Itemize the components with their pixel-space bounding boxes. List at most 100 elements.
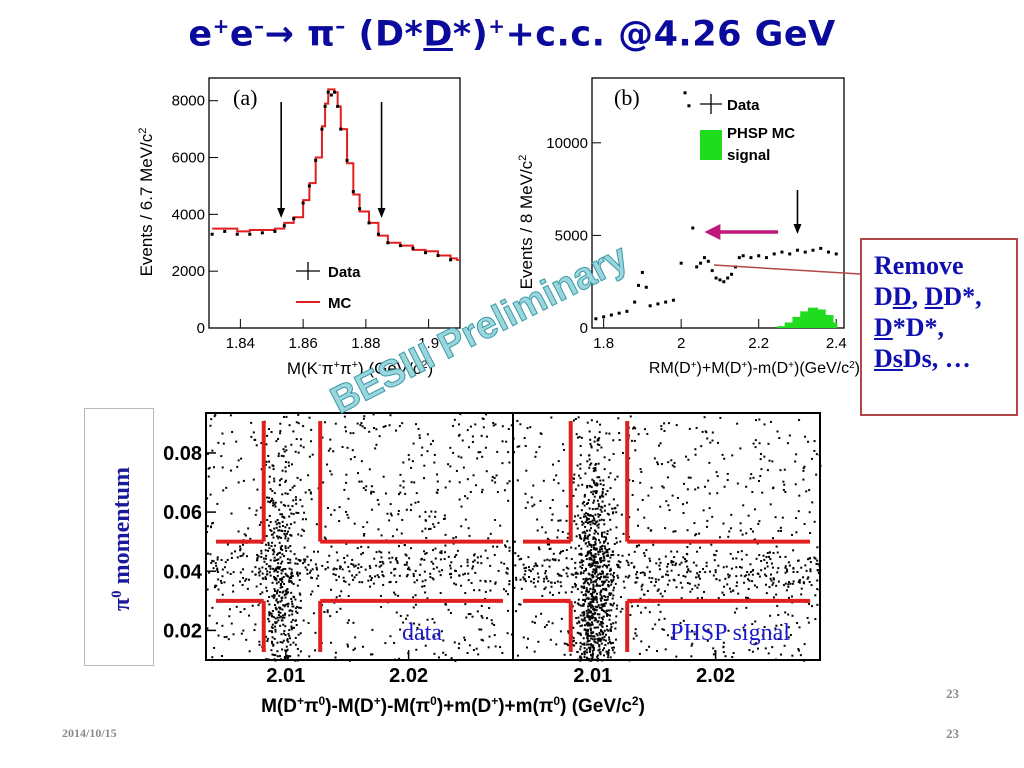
scatter-point	[578, 632, 581, 635]
scatter-point	[590, 644, 593, 647]
scatter-point	[405, 561, 408, 564]
scatter-point	[477, 451, 480, 454]
scatter-point	[343, 557, 346, 560]
scatter-point	[280, 658, 283, 661]
scatter-point	[362, 645, 365, 648]
scatter-point	[379, 560, 382, 563]
scatter-point	[355, 573, 358, 576]
scatter-point	[593, 626, 596, 629]
scatter-point	[352, 621, 355, 624]
scatter-point	[455, 554, 458, 557]
scatter-point	[275, 559, 278, 562]
scatter-point	[275, 621, 278, 624]
scatter-point	[758, 442, 761, 445]
scatter-point	[763, 573, 766, 576]
scatter-point	[598, 437, 601, 440]
scatter-point	[578, 435, 581, 438]
scatter-point	[594, 541, 597, 544]
scatter-point	[599, 633, 602, 636]
scatter-point	[286, 588, 289, 591]
scatter-point	[599, 495, 602, 498]
scatter-point	[616, 475, 619, 478]
scatter-point	[603, 576, 606, 579]
scatter-point	[617, 565, 620, 568]
scatter-point	[588, 529, 591, 532]
scatter-point	[717, 564, 720, 567]
scatter-point	[671, 464, 674, 467]
scatter-point	[645, 549, 648, 552]
scatter-point	[596, 601, 599, 604]
scatter-point	[360, 545, 363, 548]
scatter-point	[467, 579, 470, 582]
scatter-point	[254, 573, 257, 576]
scatter-point	[607, 613, 610, 616]
scatter-point	[575, 535, 578, 538]
scatter-point	[453, 641, 456, 644]
scatter-point	[402, 486, 405, 489]
scatter-point	[549, 507, 552, 510]
scatter-point	[598, 548, 601, 551]
scatter-point	[285, 645, 288, 648]
scatter-point	[290, 580, 293, 583]
scatter-point	[525, 646, 528, 649]
scatter-point	[616, 563, 619, 566]
scatter-point	[660, 463, 663, 466]
scatter-point	[267, 428, 270, 431]
data-point-b	[671, 298, 675, 302]
scatter-point	[610, 579, 613, 582]
scatter-point	[396, 560, 399, 563]
scatter-point	[600, 624, 603, 627]
scatter-point	[632, 427, 635, 430]
y-tick-label-b: 5000	[555, 227, 588, 244]
data-point-a	[329, 93, 333, 97]
scatter-point	[377, 576, 380, 579]
scatter-point	[585, 648, 588, 651]
scatter-point	[436, 480, 439, 483]
scatter-point	[236, 556, 239, 559]
scatter-point	[466, 652, 469, 655]
scatter-point	[453, 582, 456, 585]
scatter-point	[351, 449, 354, 452]
scatter-point	[288, 515, 291, 518]
scatter-point	[281, 560, 284, 563]
scatter-point	[399, 491, 402, 494]
scatter-point	[807, 621, 810, 624]
scatter-point	[705, 431, 708, 434]
scatter-point	[646, 566, 649, 569]
scatter-point	[600, 642, 603, 645]
scatter-point	[590, 419, 593, 422]
scatter-point	[779, 555, 782, 558]
scatter-point	[775, 593, 778, 596]
scatter-point	[808, 580, 811, 583]
scatter-point	[707, 479, 710, 482]
scatter-point	[382, 583, 385, 586]
scatter-point	[370, 490, 373, 493]
scatter-point	[591, 478, 594, 481]
scatter-point	[487, 537, 490, 540]
y-tick-label-a: 4000	[172, 206, 205, 223]
scatter-point	[432, 439, 435, 442]
scatter-point	[584, 569, 587, 572]
scatter-point	[557, 559, 560, 562]
scatter-point	[213, 586, 216, 589]
scatter-point	[294, 636, 297, 639]
scatter-point	[290, 625, 293, 628]
scatter-point	[682, 512, 685, 515]
scatter-point	[670, 561, 673, 564]
scatter-point	[609, 472, 612, 475]
scatter-point	[453, 555, 456, 558]
scatter-point	[777, 614, 780, 617]
x-tick-label-cd: 2.01	[266, 665, 305, 687]
scatter-point	[787, 596, 790, 599]
scatter-point	[382, 575, 385, 578]
scatter-point	[390, 514, 393, 517]
scatter-point	[288, 614, 291, 617]
scatter-point	[397, 509, 400, 512]
scatter-point	[586, 554, 589, 557]
watermark-text: BESIII Preliminary	[324, 236, 635, 422]
scatter-point	[399, 473, 402, 476]
scatter-point	[575, 433, 578, 436]
scatter-point	[382, 475, 385, 478]
scatter-point	[230, 552, 233, 555]
scatter-point	[324, 421, 327, 424]
